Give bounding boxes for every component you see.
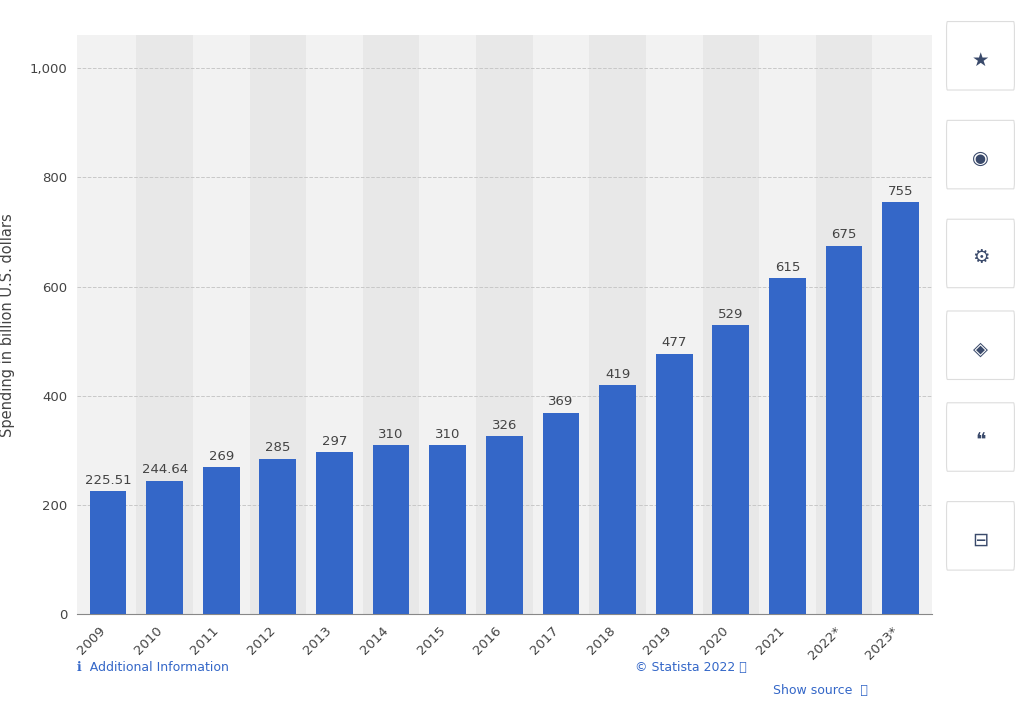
Bar [193,35,250,614]
Bar [316,452,353,614]
Text: 326: 326 [492,419,517,432]
Text: © Statista 2022 🏳: © Statista 2022 🏳 [635,661,746,674]
Text: ◉: ◉ [972,150,989,168]
Bar [136,35,193,614]
Text: ⚙: ⚙ [972,249,989,267]
Y-axis label: Spending in billion U.S. dollars: Spending in billion U.S. dollars [0,213,15,436]
Bar [589,35,646,614]
Text: 755: 755 [888,184,913,198]
Bar [146,481,183,614]
Bar [373,445,410,614]
Text: ★: ★ [972,51,989,69]
Bar [872,35,929,614]
Bar [532,35,589,614]
Bar [655,354,692,614]
Text: 529: 529 [718,308,743,321]
Bar [646,35,702,614]
FancyBboxPatch shape [946,402,1015,472]
Bar [702,35,759,614]
FancyBboxPatch shape [946,21,1015,90]
Bar [759,35,816,614]
Text: ◈: ◈ [973,340,988,359]
Bar [825,246,862,614]
Text: 285: 285 [265,441,291,454]
Bar [476,35,532,614]
FancyBboxPatch shape [946,120,1015,189]
Bar [250,35,306,614]
Text: Show source  ⓘ: Show source ⓘ [773,684,868,697]
Bar [599,385,636,614]
Text: 477: 477 [662,336,687,349]
Text: 310: 310 [435,428,461,441]
FancyBboxPatch shape [946,311,1015,380]
FancyBboxPatch shape [946,219,1015,288]
Text: ℹ  Additional Information: ℹ Additional Information [77,661,228,674]
Text: 225.51: 225.51 [85,474,131,486]
Text: 419: 419 [605,368,630,381]
Text: 269: 269 [209,450,233,463]
Text: 297: 297 [322,435,347,448]
Bar [306,35,362,614]
Bar [259,459,296,614]
Bar [543,413,580,614]
Bar [89,491,126,614]
Text: 369: 369 [548,395,573,408]
FancyBboxPatch shape [946,501,1015,570]
Text: ❝: ❝ [975,432,986,450]
Bar [429,445,466,614]
Bar [816,35,872,614]
Bar [486,436,522,614]
Text: ⊟: ⊟ [973,531,988,549]
Bar [769,278,806,614]
Bar [713,325,750,614]
Bar [883,202,920,614]
Bar [420,35,476,614]
Bar [203,467,240,614]
Text: 675: 675 [831,228,857,241]
Text: 310: 310 [379,428,403,441]
Text: 244.64: 244.64 [141,463,187,477]
Bar [362,35,420,614]
Text: 615: 615 [775,261,800,274]
Bar [80,35,136,614]
